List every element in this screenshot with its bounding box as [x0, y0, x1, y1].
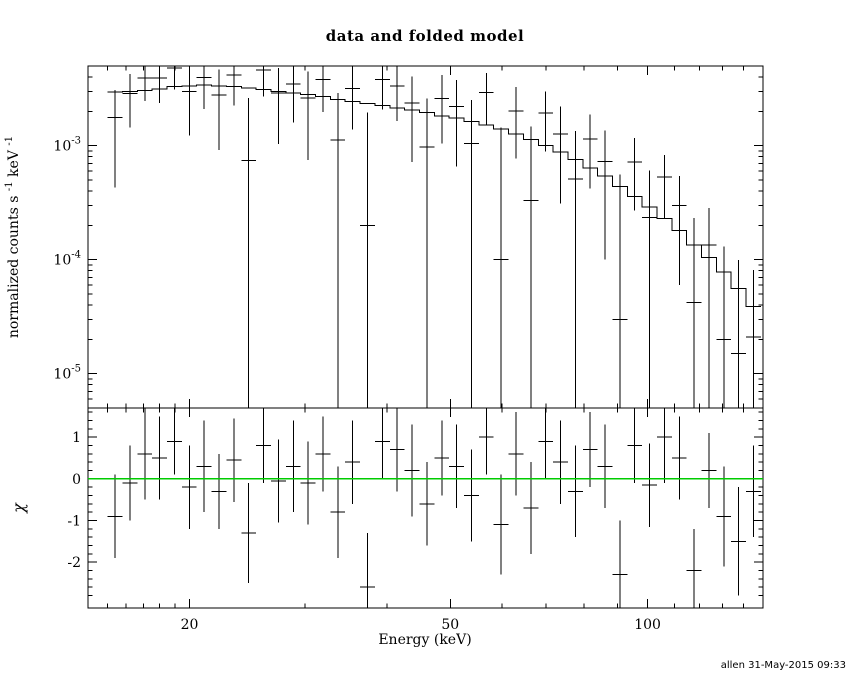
model-histogram — [107, 84, 761, 307]
spectrum-data-points — [107, 66, 761, 408]
axes-and-ticks — [87, 65, 764, 609]
chi-axis-label: χ — [9, 502, 28, 514]
svg-text:10-3: 10-3 — [53, 136, 81, 155]
x-axis-label: Energy (keV) — [378, 632, 471, 648]
svg-text:-2: -2 — [67, 555, 81, 571]
svg-text:50: 50 — [441, 617, 459, 633]
chi-data-points — [107, 408, 761, 608]
svg-text:10-5: 10-5 — [53, 364, 81, 383]
svg-text:10-4: 10-4 — [53, 250, 81, 269]
svg-text:1: 1 — [72, 430, 81, 446]
timestamp-label: allen 31-May-2015 09:33 — [721, 660, 846, 671]
svg-text:-1: -1 — [67, 514, 81, 530]
y-axis-label: normalized counts s -1 keV -1 — [0, 136, 22, 338]
svg-text:20: 20 — [181, 617, 199, 633]
tick-labels: 20 50 100 10-5 10-4 10-3 -2 -1 0 1 — [53, 136, 661, 633]
chart-title: data and folded model — [326, 27, 524, 45]
svg-text:100: 100 — [634, 617, 661, 633]
svg-text:0: 0 — [72, 472, 81, 488]
